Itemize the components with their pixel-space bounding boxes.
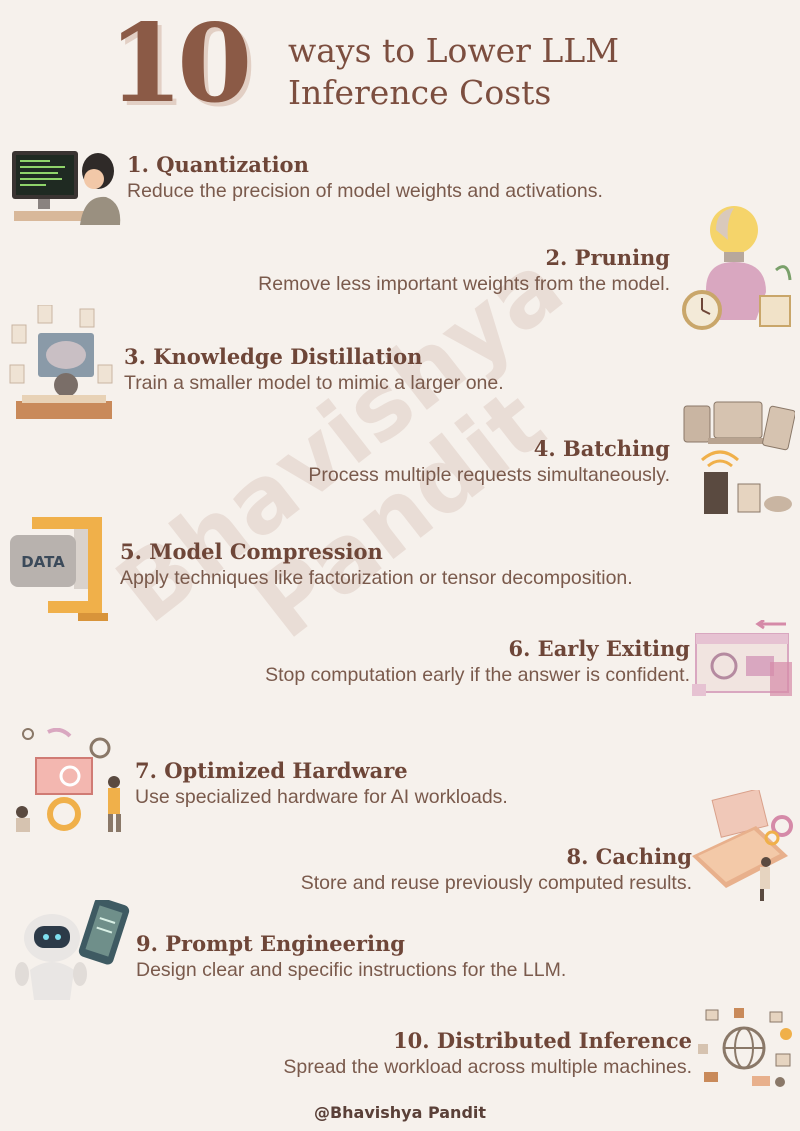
item-title: 9. Prompt Engineering xyxy=(136,931,405,956)
data-clamp-icon: DATA xyxy=(10,517,108,621)
item-title: 7. Optimized Hardware xyxy=(135,758,408,783)
devices-router-icon xyxy=(683,401,795,514)
item-distributed-inference: 10. Distributed Inference Spread the wor… xyxy=(283,1028,692,1079)
title-line-1: ways to Lower LLM xyxy=(288,31,620,70)
item-model-compression: 5. Model Compression Apply techniques li… xyxy=(120,539,633,590)
item-description: Apply techniques like factorization or t… xyxy=(120,567,633,589)
robot-icon xyxy=(15,900,130,1000)
item-knowledge-distillation: 3. Knowledge Distillation Train a smalle… xyxy=(124,344,504,395)
data-badge: DATA xyxy=(21,553,65,571)
item-caching: 8. Caching Store and reuse previously co… xyxy=(301,844,692,895)
item-description: Process multiple requests simultaneously… xyxy=(308,464,670,486)
item-description: Reduce the precision of model weights an… xyxy=(127,180,603,202)
item-title: 1. Quantization xyxy=(127,152,309,177)
laptop-gears-icon xyxy=(692,790,793,901)
brain-screen-icon xyxy=(9,305,113,419)
item-title: 6. Early Exiting xyxy=(508,636,690,661)
item-description: Use specialized hardware for AI workload… xyxy=(135,786,508,808)
browser-window-icon xyxy=(692,620,792,696)
item-optimized-hardware: 7. Optimized Hardware Use specialized ha… xyxy=(135,758,508,809)
item-pruning: 2. Pruning Remove less important weights… xyxy=(258,245,670,296)
title-line-2: Inference Costs xyxy=(288,73,552,112)
item-title: 4. Batching xyxy=(533,436,670,461)
author-handle: @Bhavishya Pandit xyxy=(313,1103,487,1122)
team-gears-icon xyxy=(16,728,121,832)
item-title: 3. Knowledge Distillation xyxy=(124,344,423,369)
item-title: 8. Caching xyxy=(566,844,692,869)
item-description: Store and reuse previously computed resu… xyxy=(300,872,692,894)
item-description: Design clear and specific instructions f… xyxy=(136,959,567,981)
computer-coder-icon xyxy=(12,151,121,225)
item-prompt-engineering: 9. Prompt Engineering Design clear and s… xyxy=(136,931,566,982)
item-title: 2. Pruning xyxy=(545,245,670,270)
item-description: Remove less important weights from the m… xyxy=(258,273,670,295)
item-description: Spread the workload across multiple mach… xyxy=(283,1056,692,1078)
item-batching: 4. Batching Process multiple requests si… xyxy=(308,436,670,487)
globe-network-icon xyxy=(698,1008,792,1087)
header-number: 10 xyxy=(108,1,252,127)
item-description: Train a smaller model to mimic a larger … xyxy=(124,372,504,394)
item-early-exiting: 6. Early Exiting Stop computation early … xyxy=(265,636,690,687)
item-title: 5. Model Compression xyxy=(120,539,383,564)
page-title: ways to Lower LLM Inference Costs xyxy=(288,30,619,114)
item-title: 10. Distributed Inference xyxy=(393,1028,692,1053)
item-description: Stop computation early if the answer is … xyxy=(265,664,690,686)
item-quantization: 1. Quantization Reduce the precision of … xyxy=(127,152,603,203)
brain-lightbulb-icon xyxy=(682,206,792,330)
